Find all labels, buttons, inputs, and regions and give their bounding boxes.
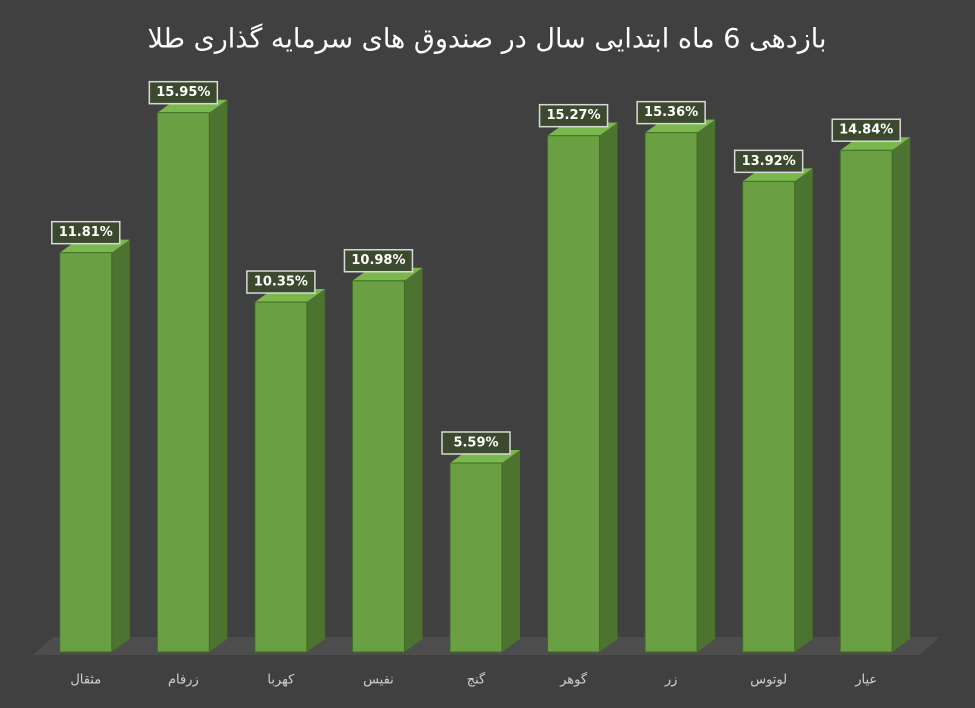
bar: [59, 252, 113, 653]
data-label-box: [246, 270, 316, 294]
data-label: 13.92%: [742, 154, 796, 169]
bar: [839, 149, 893, 653]
bar-side: [794, 168, 813, 652]
data-label: 11.81%: [59, 225, 113, 240]
bar-side: [209, 99, 228, 653]
data-label-box: [733, 149, 804, 174]
bar: [547, 135, 601, 653]
data-label-box: [51, 220, 121, 245]
bar: [742, 180, 796, 653]
bar: [449, 462, 503, 653]
bar: [644, 132, 698, 653]
x-tick-label: نفیس: [363, 673, 394, 688]
data-label-box: [148, 80, 219, 105]
chart-title: بازدهی 6 ماه ابتدایی سال در صندوق های سر…: [147, 23, 826, 55]
data-label: 15.95%: [156, 85, 210, 100]
bar-side: [697, 119, 716, 652]
x-tick-label: زرفام: [168, 673, 199, 688]
bar-side: [502, 449, 520, 652]
data-label-box: [636, 100, 706, 125]
data-label: 14.84%: [839, 123, 893, 138]
bar-side: [892, 137, 911, 652]
bar: [156, 112, 210, 653]
x-tick-label: گنج: [467, 672, 486, 688]
data-label: 15.27%: [546, 108, 600, 123]
x-tick-label: عیار: [854, 673, 877, 688]
x-tick-label: مثقال: [70, 673, 101, 688]
data-label: 5.59%: [453, 435, 498, 450]
data-label: 10.98%: [351, 253, 405, 268]
x-tick-label: گوهر: [559, 672, 588, 688]
bar: [351, 280, 405, 653]
x-tick-label: کهربا: [267, 673, 295, 688]
bar-side: [111, 239, 130, 652]
x-tick-label: زر: [664, 673, 678, 688]
data-label-box: [441, 431, 511, 455]
bar-side: [404, 267, 423, 652]
x-tick-label: لوتوس: [750, 673, 787, 688]
bar-side: [599, 122, 618, 653]
data-label-box: [343, 248, 414, 273]
bar-side: [306, 289, 325, 652]
bar: [254, 301, 308, 653]
data-label-box: [831, 118, 901, 142]
data-label: 10.35%: [254, 275, 308, 290]
data-label-box: [538, 103, 609, 128]
data-label: 15.36%: [644, 105, 698, 120]
